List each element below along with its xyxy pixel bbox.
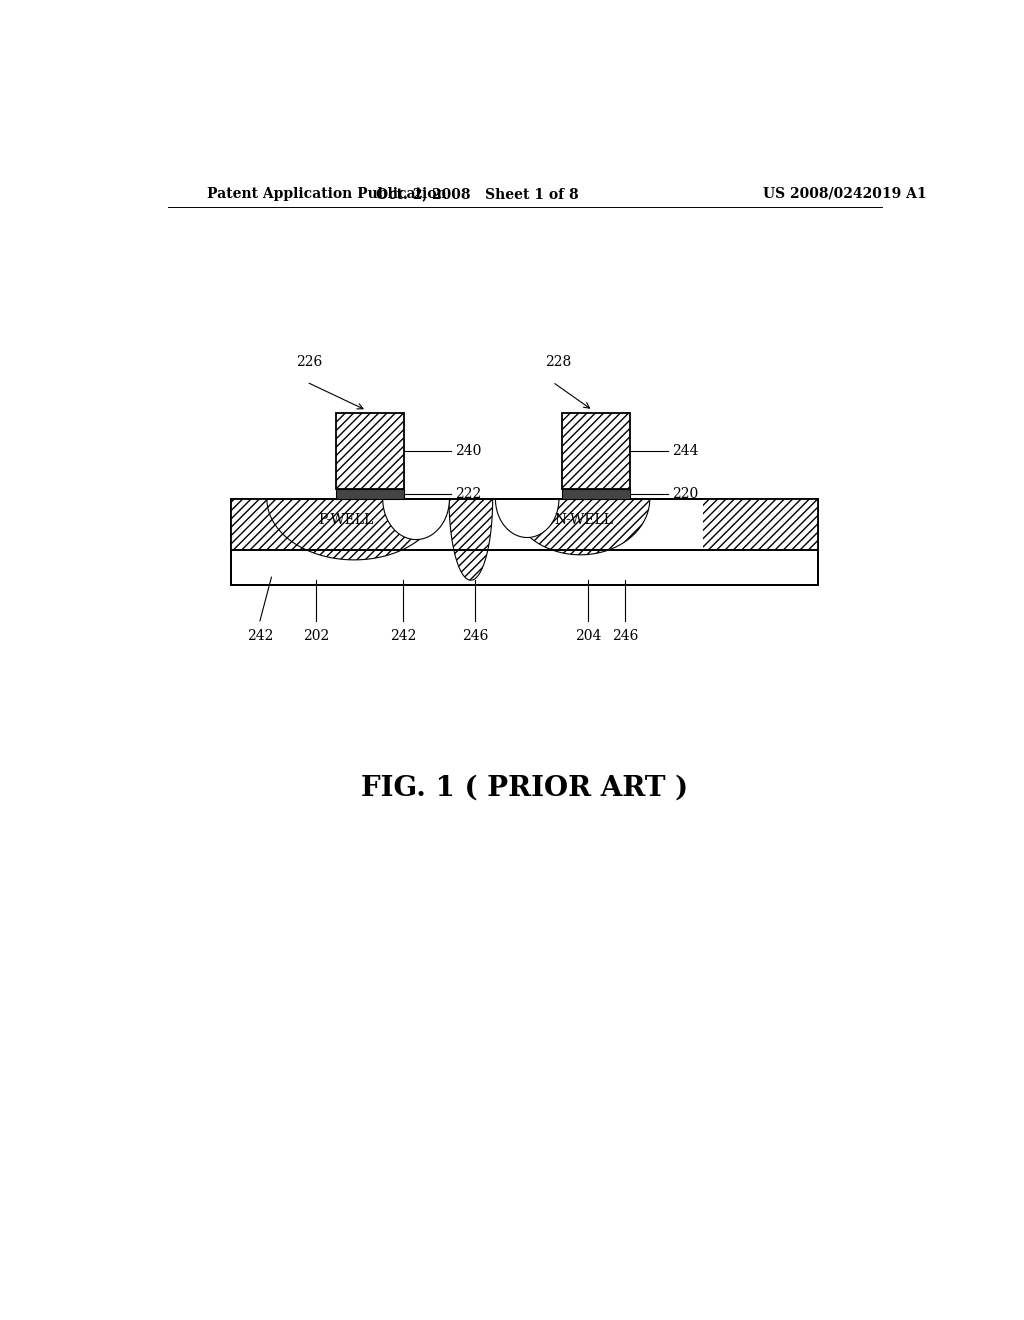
Bar: [231, 549, 818, 585]
Text: Oct. 2, 2008   Sheet 1 of 8: Oct. 2, 2008 Sheet 1 of 8: [376, 187, 579, 201]
Bar: [231, 549, 818, 585]
Bar: [562, 413, 630, 488]
Bar: [562, 488, 630, 499]
Polygon shape: [496, 499, 559, 537]
Text: N-WELL: N-WELL: [555, 513, 613, 527]
Text: 204: 204: [575, 630, 601, 643]
Text: US 2008/0242019 A1: US 2008/0242019 A1: [763, 187, 927, 201]
Text: 244: 244: [672, 444, 698, 458]
Text: FIG. 1 ( PRIOR ART ): FIG. 1 ( PRIOR ART ): [361, 775, 688, 803]
Polygon shape: [383, 499, 450, 540]
Text: 220: 220: [672, 487, 698, 500]
Text: 228: 228: [545, 355, 571, 368]
Text: 246: 246: [462, 630, 488, 643]
Text: 242: 242: [390, 630, 416, 643]
Bar: [231, 499, 346, 549]
Polygon shape: [511, 499, 650, 554]
Text: P-WELL: P-WELL: [318, 513, 374, 527]
Polygon shape: [449, 499, 493, 581]
Text: Patent Application Publication: Patent Application Publication: [207, 187, 447, 201]
Bar: [231, 499, 818, 549]
Bar: [231, 499, 818, 549]
Bar: [703, 499, 818, 549]
Polygon shape: [267, 499, 441, 560]
Text: 226: 226: [296, 355, 323, 368]
Text: 222: 222: [456, 487, 481, 500]
Bar: [336, 413, 403, 488]
Text: 242: 242: [247, 630, 273, 643]
Text: 202: 202: [303, 630, 329, 643]
Bar: [336, 488, 403, 499]
Text: 240: 240: [456, 444, 481, 458]
Text: 246: 246: [611, 630, 638, 643]
